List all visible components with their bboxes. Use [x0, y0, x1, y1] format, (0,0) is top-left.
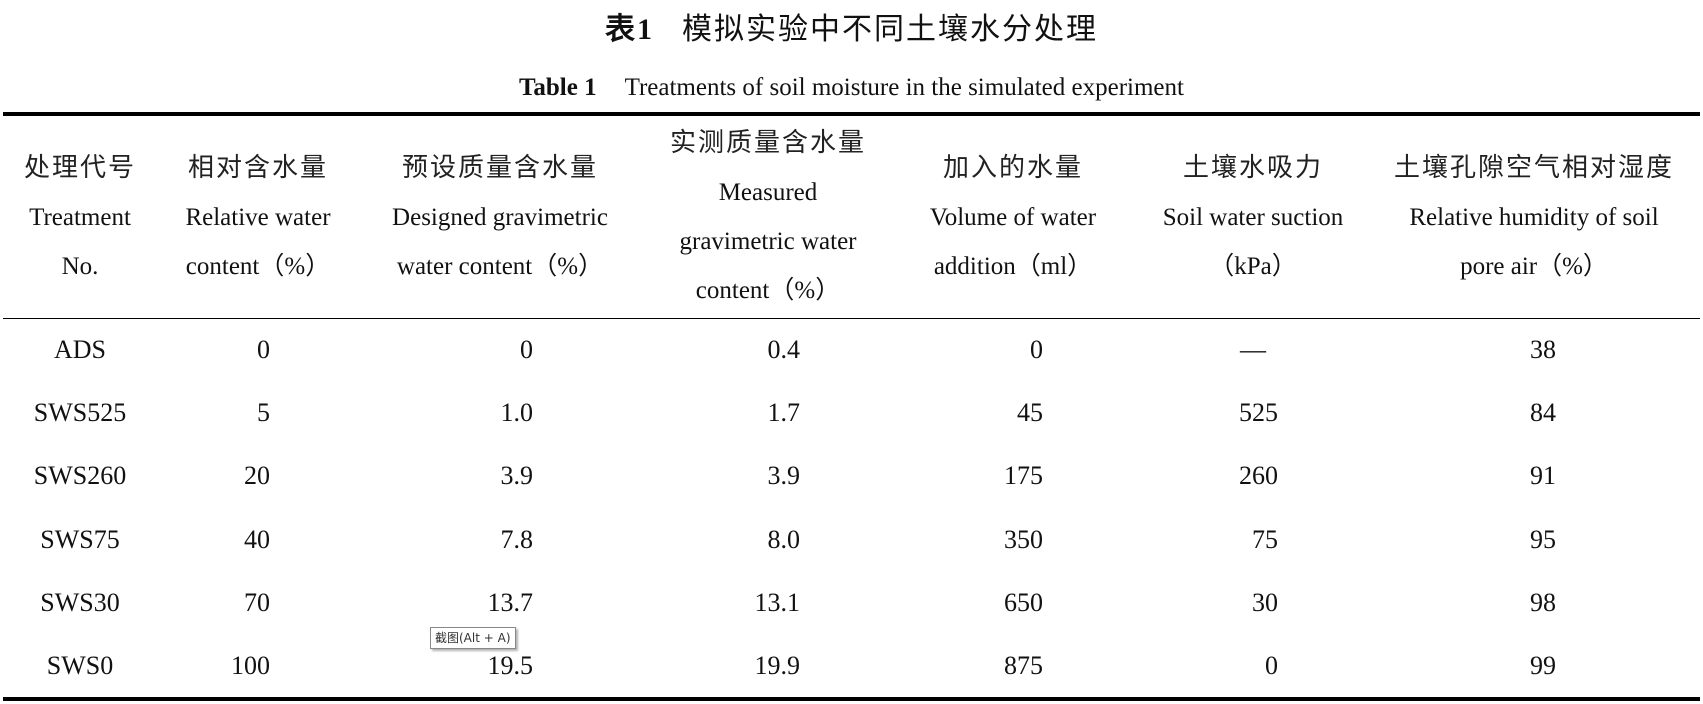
cell-relative-water-content: 5 — [257, 398, 270, 427]
table-number-cn: 表1 — [605, 13, 654, 46]
header-line-cn: 相对含水量 — [187, 152, 328, 183]
cell-relative-humidity: 38 — [1530, 335, 1556, 364]
cell-relative-humidity: 91 — [1530, 461, 1556, 490]
table-title-en-text: Treatments of soil moisture in the simul… — [624, 74, 1184, 101]
cell-relative-water-content: 70 — [244, 588, 270, 617]
header-line-cn: 加入的水量 — [942, 152, 1083, 183]
table-title-chinese: 表1 模拟实验中不同土壤水分处理 — [0, 4, 1703, 48]
table-number-en: Table 1 — [519, 74, 597, 101]
cell-measured-gravimetric: 8.0 — [767, 525, 801, 554]
cell-measured-gravimetric: 13.1 — [754, 588, 801, 617]
cell-treatment-no: ADS — [53, 335, 106, 364]
cell-water-addition: 350 — [1004, 525, 1043, 554]
cell-measured-gravimetric: 3.9 — [767, 461, 801, 490]
table-title-cn-text: 模拟实验中不同土壤水分处理 — [682, 12, 1098, 47]
header-line-en2: pore air（%） — [1460, 252, 1608, 280]
cell-soil-water-suction: — — [1240, 335, 1266, 364]
cell-relative-humidity: 98 — [1530, 588, 1556, 617]
column-header-relative-humidity: 土壤孔隙空气相对湿度 Relative humidity of soil pore … — [1374, 118, 1694, 316]
header-line-en1: Volume of water — [929, 203, 1097, 231]
header-line-cn: 处理代号 — [23, 152, 136, 183]
header-line-en2: addition（ml） — [933, 252, 1093, 280]
cell-relative-water-content: 20 — [244, 461, 270, 490]
cell-relative-water-content: 100 — [231, 651, 270, 680]
screenshot-tooltip: 截图(Alt + A) — [430, 627, 516, 649]
cell-treatment-no: SWS75 — [40, 525, 120, 554]
cell-treatment-no: SWS30 — [40, 588, 120, 617]
cell-designed-gravimetric: 0 — [520, 335, 533, 364]
cell-treatment-no: SWS525 — [33, 398, 127, 427]
header-line-en2: content（%） — [185, 252, 331, 280]
column-header-measured-gravimetric: 实测质量含水量 Measured gravimetric water content（… — [653, 118, 883, 316]
cell-measured-gravimetric: 0.4 — [767, 335, 801, 364]
header-line-en1: Relative water — [185, 203, 331, 231]
header-line-en2: gravimetric water — [679, 228, 857, 255]
column-header-water-addition: 加入的水量 Volume of water addition（ml） — [903, 118, 1123, 316]
table-title-english: Table 1 Treatments of soil moisture in th… — [0, 74, 1703, 102]
cell-relative-humidity: 84 — [1530, 398, 1556, 427]
header-line-en1: Treatment — [29, 203, 131, 231]
column-header-relative-water-content: 相对含水量 Relative water content（%） — [163, 118, 353, 316]
header-line-en2: No. — [61, 252, 99, 280]
cell-soil-water-suction: 75 — [1252, 525, 1278, 554]
cell-measured-gravimetric: 1.7 — [767, 398, 801, 427]
cell-water-addition: 650 — [1004, 588, 1043, 617]
cell-water-addition: 875 — [1004, 651, 1043, 680]
cell-designed-gravimetric: 13.7 — [487, 588, 534, 617]
cell-soil-water-suction: 0 — [1265, 651, 1278, 680]
cell-soil-water-suction: 30 — [1252, 588, 1278, 617]
column-header-treatment-no: 处理代号 Treatment No. — [0, 118, 160, 316]
header-line-cn: 土壤孔隙空气相对湿度 — [1393, 152, 1674, 183]
cell-relative-humidity: 95 — [1530, 525, 1556, 554]
cell-designed-gravimetric: 7.8 — [500, 525, 534, 554]
cell-measured-gravimetric: 19.9 — [754, 651, 801, 680]
header-rule — [3, 318, 1700, 319]
cell-relative-water-content: 40 — [244, 525, 270, 554]
header-line-cn: 土壤水吸力 — [1182, 152, 1323, 183]
header-line-en1: Soil water suction — [1162, 203, 1344, 231]
column-header-soil-water-suction: 土壤水吸力 Soil water suction （kPa） — [1138, 118, 1368, 316]
cell-water-addition: 175 — [1004, 461, 1043, 490]
cell-water-addition: 0 — [1030, 335, 1043, 364]
bottom-rule — [3, 697, 1700, 701]
cell-relative-water-content: 0 — [257, 335, 270, 364]
header-line-en1: Designed gravimetric — [392, 203, 608, 231]
header-line-en2: （kPa） — [1209, 252, 1297, 280]
cell-designed-gravimetric: 19.5 — [487, 651, 534, 680]
cell-water-addition: 45 — [1017, 398, 1043, 427]
header-line-cn: 预设质量含水量 — [401, 152, 598, 183]
column-header-designed-gravimetric: 预设质量含水量 Designed gravimetric water content… — [370, 118, 630, 316]
cell-relative-humidity: 99 — [1530, 651, 1556, 680]
cell-treatment-no: SWS260 — [33, 461, 127, 490]
header-line-en1: Measured — [718, 179, 818, 206]
top-rule — [3, 112, 1700, 116]
header-line-en1: Relative humidity of soil — [1409, 203, 1659, 231]
cell-treatment-no: SWS0 — [46, 651, 114, 680]
header-line-en3: content（%） — [695, 277, 841, 304]
cell-designed-gravimetric: 3.9 — [500, 461, 534, 490]
header-line-en2: water content（%） — [396, 252, 604, 280]
cell-soil-water-suction: 525 — [1239, 398, 1278, 427]
header-line-cn: 实测质量含水量 — [669, 128, 866, 158]
cell-designed-gravimetric: 1.0 — [500, 398, 534, 427]
cell-soil-water-suction: 260 — [1239, 461, 1278, 490]
